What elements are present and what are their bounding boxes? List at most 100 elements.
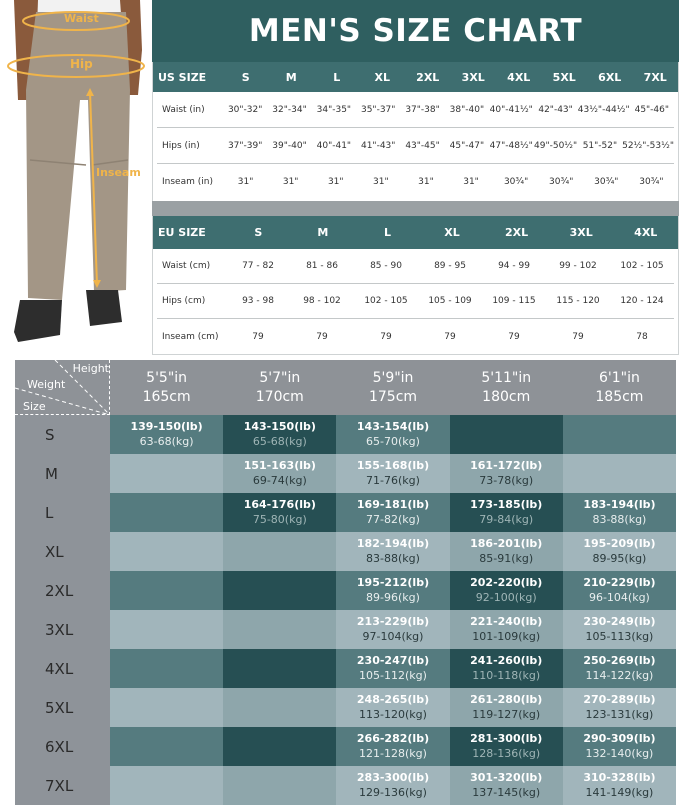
table-cell: 89 - 95 — [434, 261, 466, 271]
weight-cell: 230-249(lb) 105-113(kg) — [562, 610, 677, 649]
table-cell: 40"-41½" — [489, 104, 533, 115]
weight-cell: 301-320(lb) 137-145(kg) — [449, 766, 563, 805]
table-row: Waist (cm) 77 - 82 81 - 86 85 - 90 89 - 95 94… — [157, 249, 674, 284]
grid-row: M 151-163(lb) 69-74(kg) 155-168(lb) 71-76(kg… — [15, 454, 677, 493]
grid-row: S 139-150(lb) 63-68(kg) 143-150(lb) 65-68(kg… — [15, 415, 677, 454]
size-label: 6XL — [15, 727, 110, 766]
weight-kg: 121-128(kg) — [359, 747, 427, 760]
weight-cell — [562, 454, 677, 493]
weight-cell — [110, 571, 224, 610]
weight-lb: 248-265(lb) — [356, 693, 430, 706]
weight-cell — [223, 571, 337, 610]
size-header: M — [285, 70, 297, 84]
grid-row: 5XL 248-265(lb) 113-120(kg) 261-280(lb) 119-… — [15, 688, 677, 727]
table-cell: 47"-48½" — [489, 140, 533, 151]
height-cm: 170cm — [255, 389, 304, 405]
table-cell: 99 - 102 — [559, 261, 597, 271]
weight-cell: 173-185(lb) 79-84(kg) — [449, 493, 563, 532]
weight-cell: 164-176(lb) 75-80(kg) — [223, 493, 337, 532]
table-cell: 41"-43" — [360, 140, 396, 151]
table-cell: 49"-50½" — [534, 140, 578, 151]
weight-cell: 213-229(lb) 97-104(kg) — [336, 610, 450, 649]
table-cell: 43"-45" — [405, 140, 440, 151]
table-cell: 30¾" — [594, 177, 619, 187]
table-cell: 31" — [282, 177, 299, 187]
table-cell: 31" — [373, 177, 389, 187]
weight-cell: 241-260(lb) 110-118(kg) — [449, 649, 563, 688]
weight-kg: 83-88(kg) — [366, 552, 420, 565]
weight-cell: 155-168(lb) 71-76(kg) — [336, 454, 450, 493]
weight-lb: 173-185(lb) — [470, 498, 543, 511]
size-header: 2XL — [416, 70, 440, 84]
table-cell: 79 — [508, 331, 520, 342]
weight-kg: 128-136(kg) — [472, 747, 541, 760]
size-label: S — [15, 415, 110, 454]
row-label: Waist (in) — [162, 104, 205, 115]
hip-label: Hip — [70, 57, 93, 71]
weight-kg: 75-80(kg) — [252, 513, 307, 526]
weight-lb: 283-300(lb) — [356, 771, 430, 784]
weight-cell — [223, 649, 337, 688]
weight-lb: 143-154(lb) — [356, 420, 430, 433]
size-label: 7XL — [15, 766, 110, 805]
pants-model-photo: Waist Hip Inseam — [0, 0, 152, 355]
weight-cell: 248-265(lb) 113-120(kg) — [336, 688, 450, 727]
table-row: Inseam (in) 31" 31" 31" 31" 31" 31" 30¾" 30¾" 30¾… — [157, 164, 674, 200]
table-cell: 77 - 82 — [242, 261, 274, 271]
weight-kg: 129-136(kg) — [359, 786, 427, 799]
weight-cell — [223, 766, 337, 805]
table-cell: 79 — [380, 331, 392, 342]
weight-cell: 139-150(lb) 63-68(kg) — [110, 415, 224, 454]
weight-lb: 202-220(lb) — [470, 576, 543, 589]
eu-size-table: EU SIZE S M L XL 2XL 3XL 4XL Waist (cm) 77 - 82 81… — [152, 216, 679, 355]
table-cell: 37"-39" — [227, 140, 263, 151]
weight-cell: 202-220(lb) 92-100(kg) — [449, 571, 563, 610]
size-header: L — [383, 226, 391, 239]
weight-lb: 310-328(lb) — [583, 771, 656, 784]
height-column-header: 6'1"in 185cm — [563, 360, 676, 415]
table-cell: 81 - 86 — [306, 261, 338, 271]
table-cell: 93 - 98 — [242, 296, 274, 306]
weight-lb: 161-172(lb) — [470, 459, 543, 472]
size-header: 5XL — [552, 70, 576, 84]
weight-lb: 301-320(lb) — [470, 771, 543, 784]
row-label: Hips (in) — [162, 140, 200, 151]
table-cell: 35"-37" — [360, 104, 396, 115]
weight-cell — [449, 415, 563, 454]
weight-cell: 266-282(lb) 121-128(kg) — [336, 727, 450, 766]
weight-kg: 141-149(kg) — [585, 786, 654, 799]
weight-kg: 113-120(kg) — [359, 708, 427, 721]
weight-kg: 96-104(kg) — [588, 591, 650, 604]
table-cell: 78 — [636, 331, 648, 342]
weight-cell: 186-201(lb) 85-91(kg) — [449, 532, 563, 571]
table-cell: 45"-47" — [449, 140, 485, 151]
weight-cell: 230-247(lb) 105-112(kg) — [336, 649, 450, 688]
us-size-table: US SIZE S M L XL 2XL 3XL 4XL 5XL 6XL 7XL Waist (in)… — [152, 62, 679, 201]
grid-row: 2XL 195-212(lb) 89-96(kg) 202-220(lb) 92-100… — [15, 571, 677, 610]
weight-cell: 195-209(lb) 89-95(kg) — [562, 532, 677, 571]
grid-corner: Height Weight Size — [15, 360, 110, 415]
row-label: Hips (cm) — [162, 296, 206, 306]
size-label: 3XL — [15, 610, 110, 649]
weight-cell — [110, 493, 224, 532]
weight-lb: 182-194(lb) — [356, 537, 430, 550]
height-ft: 5'9"in — [372, 370, 414, 386]
table-cell: 79 — [252, 331, 264, 342]
height-column-header: 5'5"in 165cm — [110, 360, 223, 415]
height-ft: 5'11"in — [481, 370, 532, 386]
weight-cell: 250-269(lb) 114-122(kg) — [562, 649, 677, 688]
weight-cell — [110, 610, 224, 649]
height-cm: 175cm — [368, 389, 418, 405]
table-cell: 98 - 102 — [303, 296, 341, 306]
table-cell: 85 - 90 — [370, 261, 402, 271]
weight-lb: 241-260(lb) — [470, 654, 543, 667]
weight-kg: 114-122(kg) — [585, 669, 654, 682]
size-label: 2XL — [15, 571, 110, 610]
table-cell: 51"-52" — [582, 140, 618, 151]
grid-row: 7XL 283-300(lb) 129-136(kg) 301-320(lb) 137-… — [15, 766, 677, 805]
weight-lb: 151-163(lb) — [243, 459, 316, 472]
weight-lb: 281-300(lb) — [470, 732, 543, 745]
table-cell: 79 — [444, 331, 456, 342]
weight-kg: 85-91(kg) — [479, 552, 534, 565]
table-cell: 38"-40" — [449, 104, 485, 115]
